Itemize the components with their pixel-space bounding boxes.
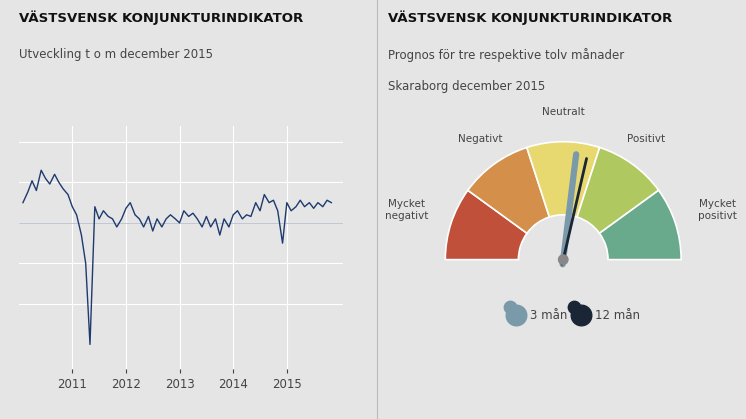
Text: Utveckling t o m december 2015: Utveckling t o m december 2015 — [19, 48, 213, 61]
Point — [568, 303, 580, 310]
Wedge shape — [445, 190, 527, 260]
Text: VÄSTSVENSK KONJUNKTURINDIKATOR: VÄSTSVENSK KONJUNKTURINDIKATOR — [388, 10, 672, 25]
Text: Negativt: Negativt — [458, 134, 502, 144]
Wedge shape — [468, 147, 549, 233]
Text: Skaraborg december 2015: Skaraborg december 2015 — [388, 80, 545, 93]
Wedge shape — [577, 147, 659, 233]
Circle shape — [559, 255, 568, 264]
Text: Mycket
negativt: Mycket negativt — [385, 199, 429, 221]
Point — [510, 312, 522, 318]
Text: Mycket
positivt: Mycket positivt — [698, 199, 737, 221]
Text: 3 mån: 3 mån — [530, 308, 568, 321]
Wedge shape — [600, 190, 681, 260]
Text: Positivt: Positivt — [627, 134, 665, 144]
Text: 12 mån: 12 mån — [595, 308, 640, 321]
Point — [575, 312, 587, 318]
Wedge shape — [527, 142, 600, 217]
Text: VÄSTSVENSK KONJUNKTURINDIKATOR: VÄSTSVENSK KONJUNKTURINDIKATOR — [19, 10, 303, 25]
Point — [504, 303, 515, 310]
Text: Neutralt: Neutralt — [542, 107, 585, 117]
Text: Prognos för tre respektive tolv månader: Prognos för tre respektive tolv månader — [388, 48, 624, 62]
